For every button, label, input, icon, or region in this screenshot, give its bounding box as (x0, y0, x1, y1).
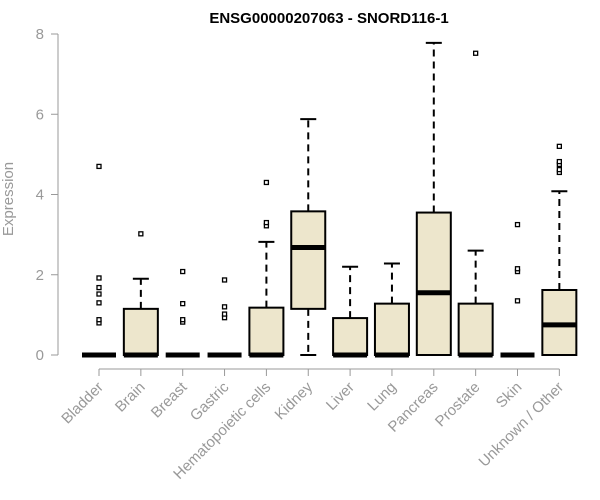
box-5 (248, 179, 285, 358)
outlier-point (221, 304, 228, 310)
y-tick-label: 8 (36, 26, 44, 43)
outlier-point (263, 219, 270, 226)
outlier-point (138, 231, 144, 237)
y-tick-label: 2 (36, 267, 44, 284)
outlier-point (96, 163, 102, 170)
x-tick-label: Skin (493, 379, 526, 412)
outlier-point (514, 266, 521, 272)
boxes (82, 41, 578, 358)
outlier-point (221, 277, 228, 283)
box-rect (332, 317, 369, 356)
x-tick-label: Lung (364, 379, 400, 415)
outlier-point (96, 317, 102, 323)
outlier-point (556, 158, 562, 165)
box-rect (290, 210, 327, 310)
box-rect (457, 302, 494, 357)
box-rect (373, 302, 410, 357)
outlier-point (221, 311, 228, 317)
y-tick-label: 4 (36, 187, 44, 204)
outlier-point (96, 275, 102, 281)
outlier-point (263, 179, 270, 186)
x-tick-label: Kidney (272, 378, 317, 423)
outlier-point (96, 300, 102, 306)
outlier-point (556, 166, 562, 173)
box-3 (165, 268, 200, 358)
box-1 (82, 163, 116, 358)
outlier-point (180, 268, 186, 275)
box-12 (541, 143, 578, 356)
x-tick-label: Liver (323, 379, 358, 414)
y-tick-label: 0 (36, 347, 44, 364)
chart-title: ENSG00000207063 - SNORD116-1 (209, 10, 448, 27)
outlier-point (96, 291, 102, 297)
x-tick-label: Prostate (432, 379, 484, 431)
box-10 (457, 50, 494, 358)
box-rect (122, 307, 159, 357)
y-tick-label: 6 (36, 106, 44, 123)
outlier-point (556, 143, 562, 150)
outlier-point (180, 300, 186, 307)
box-2 (122, 231, 159, 358)
box-4 (207, 277, 242, 358)
box-rect (415, 211, 452, 356)
box-6 (290, 118, 327, 356)
outlier-point (514, 221, 521, 228)
outlier-point (514, 298, 521, 304)
box-8 (373, 262, 410, 358)
outlier-point (180, 317, 186, 323)
axes: 0 2 4 6 8 (36, 26, 560, 376)
x-tick-label: Breast (148, 378, 191, 421)
x-tick-label: Bladder (58, 379, 107, 428)
outlier-point (472, 50, 479, 56)
box-11 (500, 221, 535, 358)
y-axis-label: Expression (0, 162, 17, 236)
x-tick-label: Brain (112, 379, 149, 416)
box-7 (332, 265, 369, 358)
box-9 (415, 41, 452, 356)
box-rect (248, 306, 285, 356)
outlier-point (96, 284, 102, 291)
